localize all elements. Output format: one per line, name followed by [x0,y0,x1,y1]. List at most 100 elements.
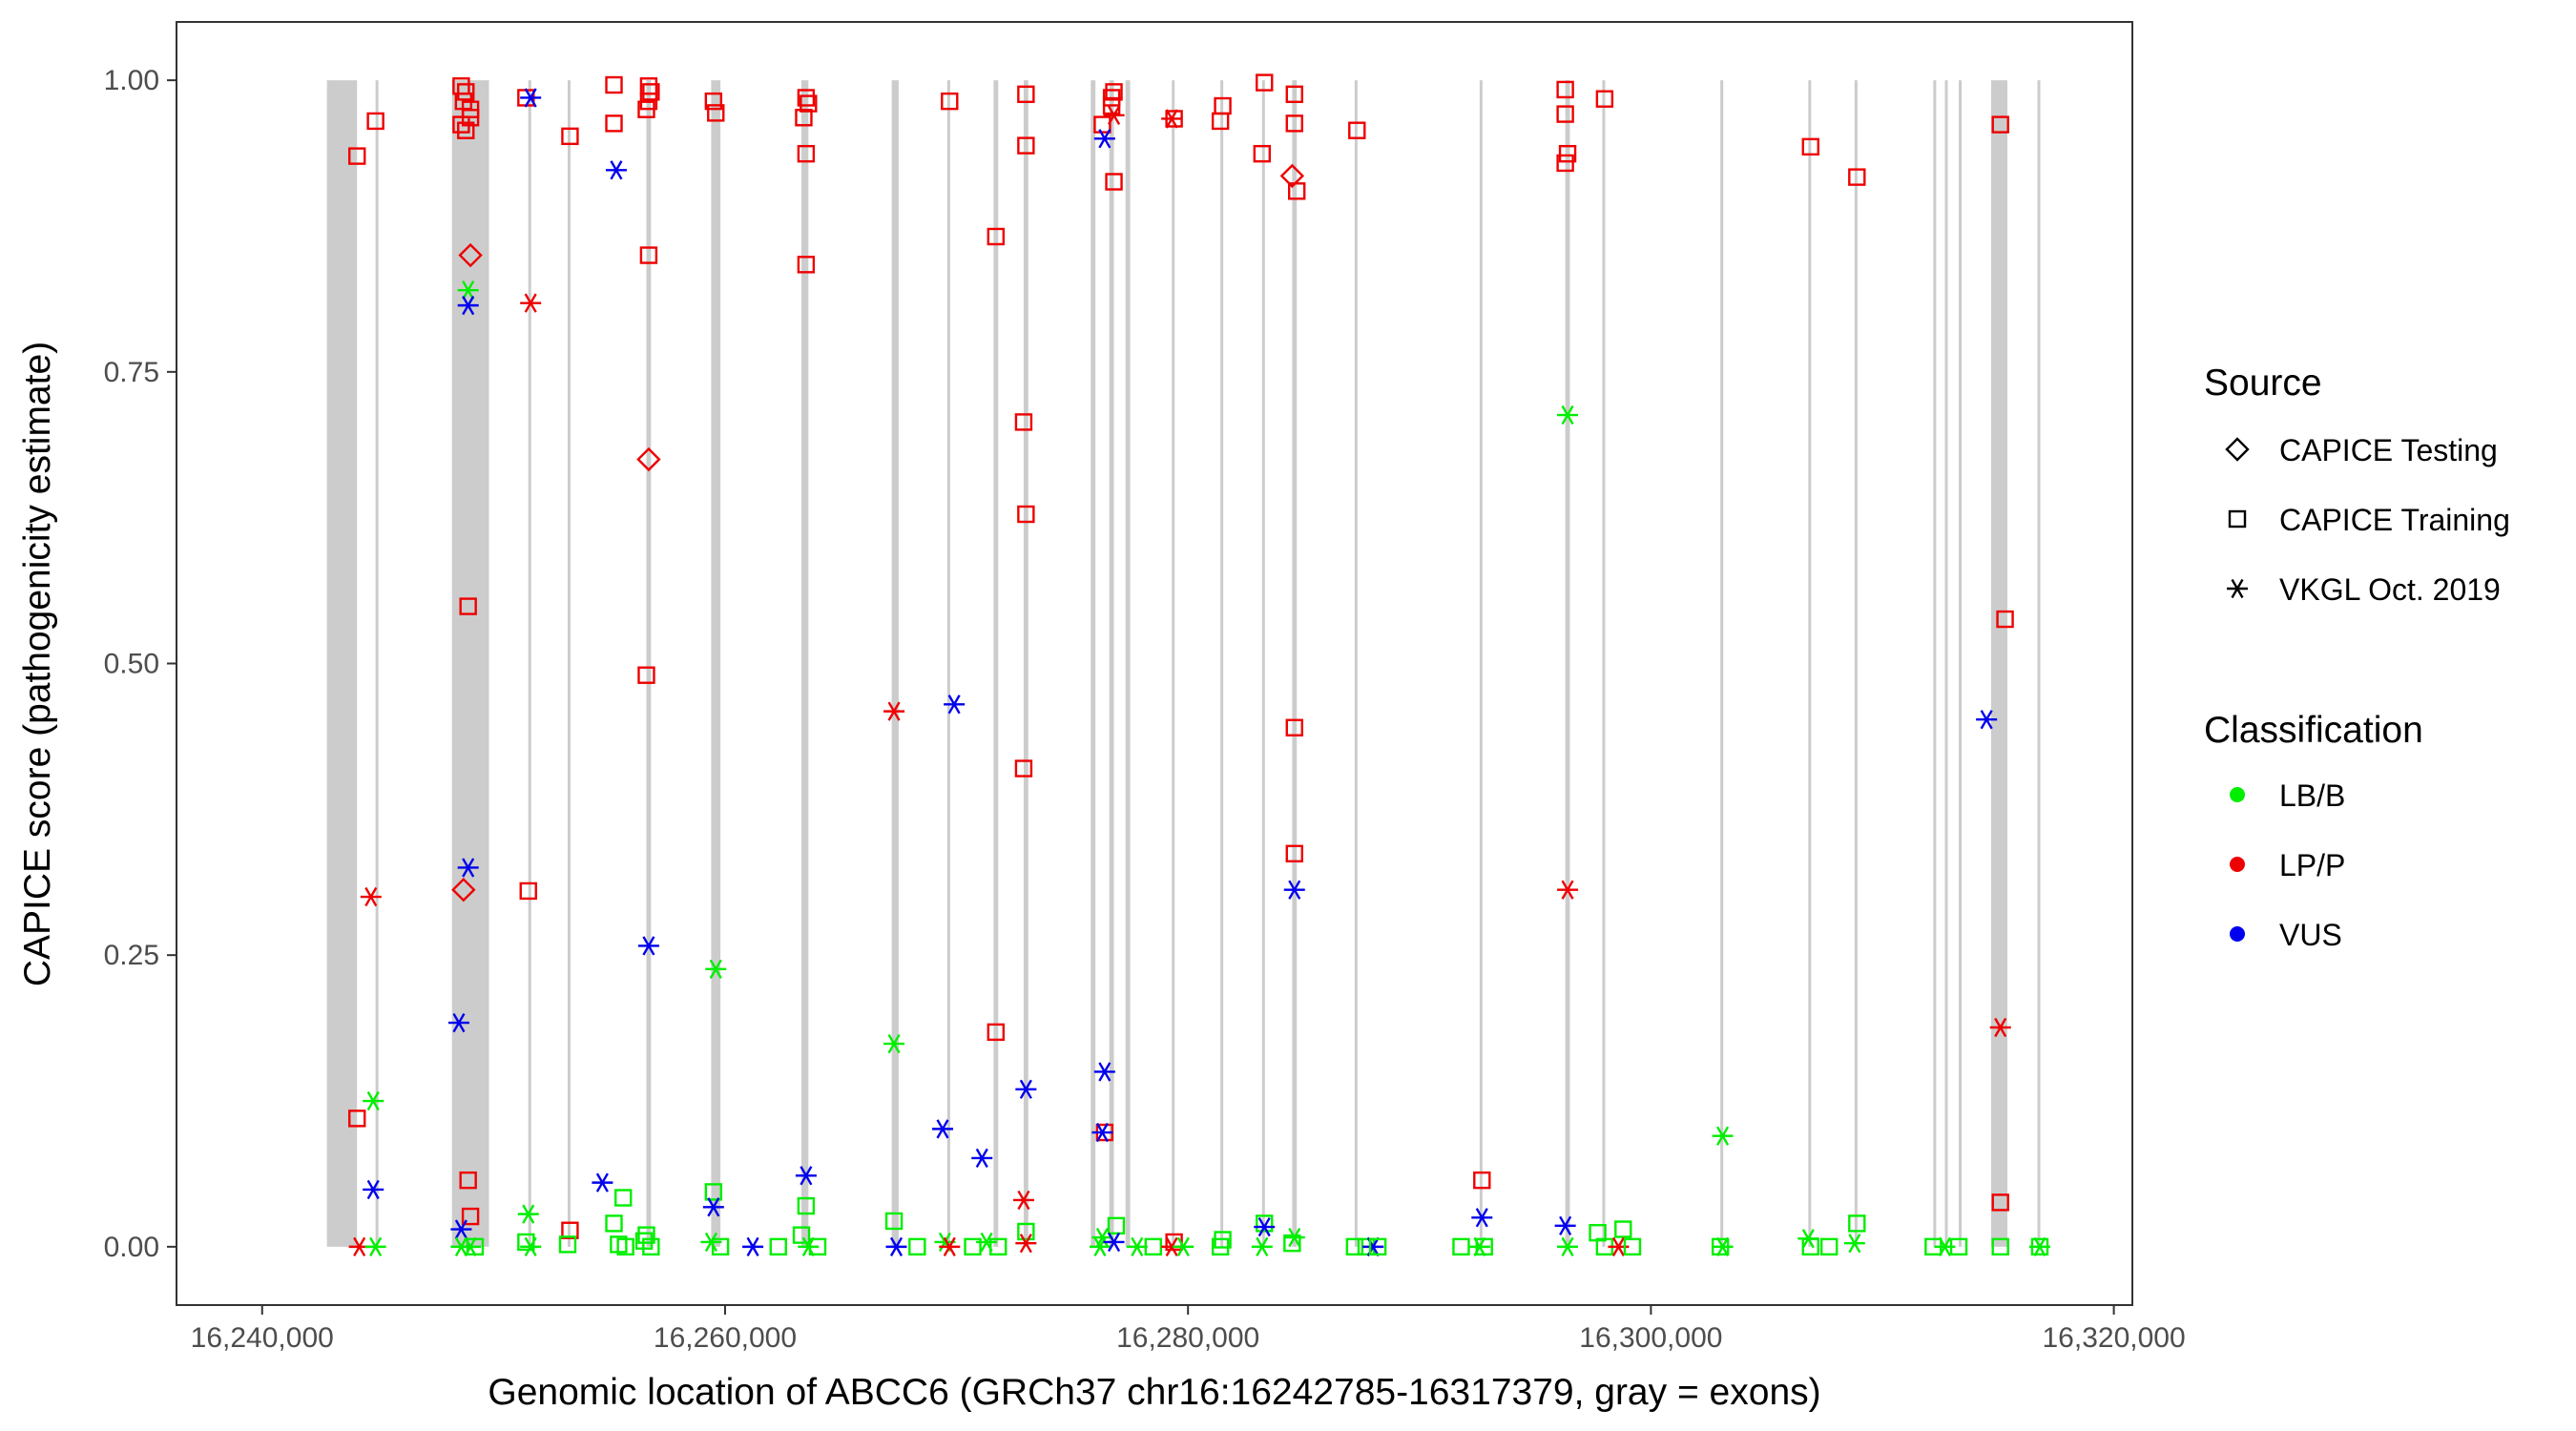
data-point-78 [883,1033,905,1054]
data-point-134 [1279,163,1305,189]
data-point-40 [605,75,623,94]
exon-band-24 [1720,80,1724,1247]
data-point-42 [605,160,627,180]
data-point-35 [520,1236,542,1256]
legend-label-vkgl: VKGL Oct. 2019 [2279,572,2501,607]
legend-source-keys [2225,437,2250,599]
data-point-17 [457,280,479,301]
data-point-136 [1285,718,1303,736]
data-point-53 [637,666,655,684]
exon-band-12 [1023,80,1028,1247]
data-point-138 [1283,880,1305,900]
x-tick-label-3: 16,280,000 [1116,1322,1259,1354]
data-point-88 [971,1148,993,1169]
data-point-178 [1949,1237,1968,1256]
data-point-46 [616,1237,634,1256]
data-point-137 [1285,844,1303,863]
data-point-layer [348,73,2050,1256]
data-point-77 [883,701,905,721]
data-point-14 [452,115,470,134]
data-point-8 [364,1236,386,1256]
data-point-33 [517,1204,539,1224]
data-point-67 [797,89,816,107]
data-point-185 [2028,1236,2050,1256]
data-point-117 [1144,1237,1162,1256]
exon-band-7 [711,80,721,1247]
data-point-36 [561,127,579,146]
exon-band-29 [1959,80,1963,1247]
data-point-135 [1288,182,1306,200]
legend-key-class-3 [2230,926,2245,942]
data-point-139 [1283,1227,1305,1248]
data-point-142 [1345,1237,1364,1256]
data-point-38 [558,1235,577,1254]
data-point-108 [1089,1236,1111,1256]
data-point-100 [1017,1222,1035,1241]
data-point-148 [1471,1208,1493,1228]
data-point-62 [702,1197,724,1217]
y-tick-label-1: 0.00 [104,1232,159,1263]
data-point-113 [1105,173,1123,191]
data-point-182 [1991,1193,2009,1212]
data-point-112 [1103,105,1125,125]
exon-band-8 [801,80,809,1247]
data-point-30 [520,88,542,108]
exon-band-21 [1479,80,1483,1247]
exon-band-2 [375,80,379,1247]
data-point-158 [1557,1236,1579,1256]
y-tick-label-2: 0.25 [104,940,159,971]
data-point-106 [1091,1122,1113,1143]
data-point-101 [1015,1234,1037,1254]
data-point-66 [769,1237,787,1256]
data-point-109 [1105,83,1123,101]
legend-label-lbb: LB/B [2279,778,2345,813]
data-point-51 [639,246,658,264]
exon-band-27 [1933,80,1937,1247]
y-tick-label-3: 0.50 [104,649,159,680]
data-point-60 [705,959,727,979]
data-point-122 [1173,1236,1195,1256]
y-tick-label-4: 0.75 [104,357,159,388]
exon-band-20 [1354,80,1358,1247]
data-point-128 [1253,144,1272,163]
exon-band-3 [451,80,489,1247]
legend-label-capice-training: CAPICE Training [2279,503,2510,537]
exon-band-9 [891,80,899,1247]
data-point-93 [1017,85,1035,104]
legend-class-keys [2230,787,2245,942]
y-tick-label-5: 1.00 [104,65,159,96]
data-point-84 [932,1119,954,1139]
data-point-111 [1102,96,1121,115]
data-point-28 [466,1237,485,1256]
data-point-95 [1014,413,1033,431]
data-point-70 [797,144,816,163]
data-point-171 [1819,1237,1839,1256]
exon-band-4 [528,80,531,1247]
data-point-126 [1211,1237,1230,1256]
data-point-31 [520,293,542,313]
exon-band-14 [1109,80,1114,1247]
data-point-2 [366,112,384,131]
exon-band-5 [568,80,571,1247]
x-tick-label-1: 16,240,000 [191,1322,334,1354]
exon-band-30 [1991,80,2007,1247]
exon-band-15 [1125,80,1131,1247]
legend-key-class-2 [2230,857,2245,872]
data-point-119 [1161,109,1183,129]
data-point-164 [1623,1237,1642,1256]
legend: Source CAPICE Testing CAPICE Training VK… [2204,363,2510,952]
data-point-6 [363,1179,384,1200]
exon-band-23 [1602,80,1606,1247]
exon-band-28 [1944,80,1948,1247]
data-point-52 [636,446,661,472]
data-point-44 [605,1214,623,1233]
data-point-54 [637,936,659,956]
exon-band-11 [993,80,999,1247]
data-point-98 [1015,1079,1037,1099]
data-point-57 [634,1232,654,1250]
y-axis-title: CAPICE score (pathogenicity estimate) [17,342,58,986]
exon-band-26 [1854,80,1858,1247]
x-tick-label-2: 16,260,000 [654,1322,797,1354]
